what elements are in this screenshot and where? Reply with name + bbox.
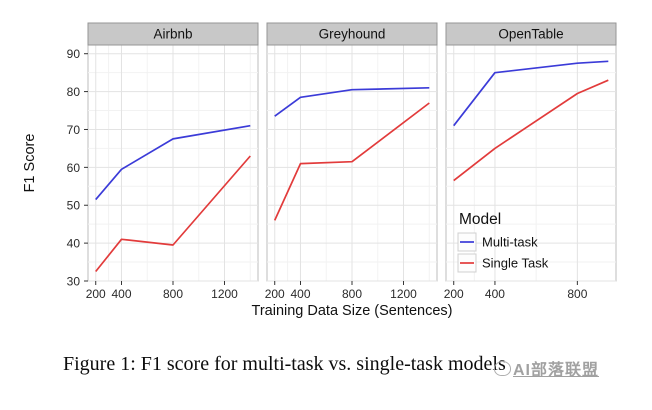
y-tick-label: 80: [67, 85, 81, 99]
legend-label: Single Task: [482, 256, 549, 271]
x-tick-label: 1200: [211, 287, 238, 301]
figure-caption: Figure 1: F1 score for multi-task vs. si…: [63, 353, 506, 375]
line-multi-task: [274, 86, 430, 117]
facet-title-greyhound: Greyhound: [319, 27, 386, 42]
x-tick-label: 1200: [390, 287, 417, 301]
facet-title-airbnb: Airbnb: [153, 27, 192, 42]
line-single-task: [273, 102, 430, 221]
x-tick-label: 800: [342, 287, 362, 301]
f1-score-chart: Airbnb 200 400 800 1200 Greyhound 200 400 800 120…: [22, 22, 617, 319]
y-tick-label: 70: [67, 123, 81, 137]
x-tick-label: 400: [290, 287, 310, 301]
x-tick-label: 200: [444, 287, 464, 301]
x-tick-label: 800: [163, 287, 183, 301]
y-tick-label: 90: [67, 47, 81, 61]
faceted-line-chart: Airbnb 200 400 800 1200 Greyhound 200 400 800 120…: [22, 22, 617, 319]
watermark-logo-icon: [494, 360, 511, 376]
y-tick-label: 30: [67, 275, 81, 289]
watermark-text: AI部落联盟: [513, 362, 600, 379]
watermark: AI部落联盟: [494, 356, 599, 380]
x-tick-label: 800: [567, 287, 587, 301]
y-tick-label: 50: [67, 199, 81, 213]
line-single-task: [453, 79, 609, 182]
y-axis-title: F1 Score: [22, 134, 38, 193]
x-tick-label: 400: [111, 287, 131, 301]
y-tick-label: 60: [67, 161, 81, 175]
x-tick-label: 200: [86, 287, 106, 301]
y-tick-label: 40: [67, 237, 81, 251]
line-multi-task: [453, 60, 609, 127]
facet-strip-opentable: [445, 22, 617, 46]
legend-label: Multi-task: [482, 235, 538, 250]
facet-strip-airbnb: [87, 22, 259, 46]
legend-title: Model: [459, 211, 501, 228]
x-axis-title: Training Data Size (Sentences): [252, 303, 453, 319]
line-multi-task: [95, 124, 251, 201]
facet-strip-greyhound: [266, 22, 438, 46]
line-single-task: [95, 155, 251, 273]
x-tick-label: 200: [265, 287, 285, 301]
x-tick-label: 400: [485, 287, 505, 301]
facet-title-opentable: OpenTable: [498, 27, 563, 42]
